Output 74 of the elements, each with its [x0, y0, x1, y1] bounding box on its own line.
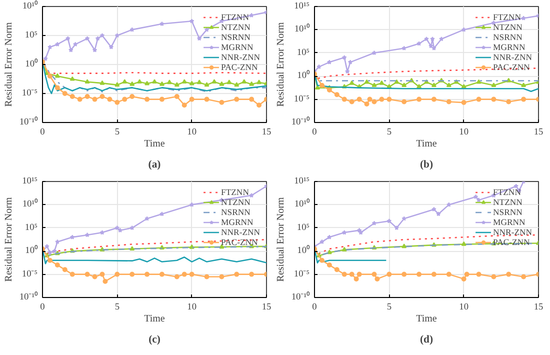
- text: (a): [148, 160, 162, 170]
- text: (d): [420, 334, 434, 346]
- y-tick-label: 10¹⁵: [294, 176, 310, 186]
- x-tick-label: 0: [312, 128, 318, 138]
- legend-label: NTZNN: [493, 22, 522, 32]
- y-tick-label: 10⁰: [297, 245, 310, 256]
- legend-label: FTZNN: [493, 187, 521, 197]
- text: (b): [420, 160, 434, 170]
- x-axis-title: Time: [416, 314, 438, 324]
- y-tick-label: 10⁵: [296, 48, 310, 58]
- y-tick-label: 10⁰: [25, 58, 38, 70]
- x-tick-label: 0: [40, 128, 46, 138]
- legend-label: FTZNN: [221, 12, 249, 22]
- legend-label: NNR-ZNN: [493, 227, 532, 237]
- legend-label: NTZNN: [221, 22, 250, 32]
- x-tick-label: 5: [386, 302, 392, 312]
- y-tick-label: 10⁵: [296, 222, 310, 233]
- y-tick-label: 10⁻⁵: [22, 88, 38, 98]
- y-tick-label: 10¹⁰: [22, 0, 38, 12]
- legend-label: NTZNN: [493, 197, 522, 207]
- legend-label: NNR-ZNN: [493, 52, 532, 62]
- legend-label: MGRNN: [221, 42, 254, 52]
- x-tick-label: 5: [114, 128, 120, 138]
- y-tick-label: 10⁵: [24, 30, 38, 40]
- legend-label: PAC-ZNN: [221, 237, 258, 247]
- y-tick-label: 10⁰: [297, 70, 310, 82]
- y-tick-label: 10⁻⁵: [294, 269, 310, 280]
- y-tick-label: 10⁻¹⁰: [19, 292, 38, 302]
- y-tick-label: 10⁵: [24, 222, 38, 233]
- x-tick-label: 0: [312, 302, 318, 312]
- y-tick-label: 10¹⁰: [22, 198, 38, 210]
- y-tick-label: 10⁻¹⁰: [19, 116, 38, 128]
- legend-label: NNR-ZNN: [221, 227, 260, 237]
- legend-label: NSRNN: [493, 32, 522, 42]
- x-tick-label: 0: [40, 302, 46, 312]
- legend-label: NNR-ZNN: [221, 52, 260, 62]
- y-tick-label: 10⁻¹⁰: [291, 116, 310, 128]
- legend-label: NSRNN: [221, 207, 250, 217]
- x-tick-label: 10: [459, 128, 469, 138]
- x-tick-label: 5: [386, 128, 392, 138]
- x-axis-title: Time: [144, 314, 166, 324]
- legend-label: NSRNN: [493, 207, 522, 217]
- y-tick-label: 10¹⁵: [22, 176, 38, 186]
- legend-label: PAC-ZNN: [493, 62, 530, 72]
- legend-label: FTZNN: [493, 12, 521, 22]
- legend-label: NSRNN: [221, 32, 250, 42]
- y-tick-label: 10¹⁰: [294, 198, 310, 210]
- y-tick-label: 10⁻⁵: [294, 94, 310, 104]
- text: (c): [148, 334, 161, 346]
- y-tick-label: 10¹⁵: [294, 2, 310, 12]
- legend-label: FTZNN: [221, 187, 249, 197]
- x-tick-label: 5: [114, 302, 120, 312]
- legend-label: PAC-ZNN: [221, 62, 258, 72]
- legend-label: NTZNN: [221, 197, 250, 207]
- x-tick-label: 10: [187, 128, 197, 138]
- y-axis-title: Residual Error Norm: [3, 22, 14, 107]
- x-tick-label: 10: [187, 302, 197, 312]
- x-axis-title: Time: [144, 138, 166, 150]
- y-axis-title: Residual Error Norm: [3, 197, 14, 282]
- y-axis-title: Residual Error Norm: [275, 22, 286, 107]
- legend-label: MGRNN: [221, 217, 254, 227]
- x-tick-label: 15: [262, 128, 272, 138]
- x-axis-title: Time: [416, 138, 438, 150]
- x-tick-label: 15: [262, 302, 272, 312]
- x-tick-label: 15: [534, 302, 544, 312]
- x-tick-label: 10: [459, 302, 469, 312]
- legend-label: MGRNN: [493, 217, 526, 227]
- legend-label: MGRNN: [493, 42, 526, 52]
- x-tick-label: 15: [534, 128, 544, 138]
- y-tick-label: 10⁻¹⁰: [291, 292, 310, 302]
- y-tick-label: 10⁰: [25, 245, 38, 256]
- y-tick-label: 10¹⁰: [294, 24, 310, 35]
- y-axis-title: Residual Error Norm: [275, 197, 286, 282]
- y-tick-label: 10⁻⁵: [22, 269, 38, 280]
